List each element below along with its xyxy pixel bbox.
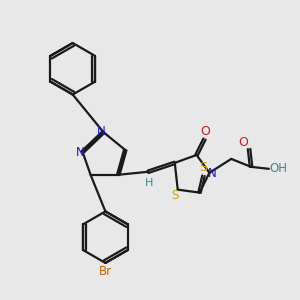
- Text: S: S: [200, 161, 208, 174]
- Text: N: N: [208, 167, 217, 180]
- Text: H: H: [145, 178, 153, 188]
- Text: N: N: [76, 146, 85, 160]
- Text: S: S: [171, 189, 178, 202]
- Text: OH: OH: [270, 162, 288, 175]
- Text: O: O: [238, 136, 248, 148]
- Text: N: N: [97, 125, 106, 138]
- Text: O: O: [200, 125, 210, 138]
- Text: Br: Br: [99, 266, 112, 278]
